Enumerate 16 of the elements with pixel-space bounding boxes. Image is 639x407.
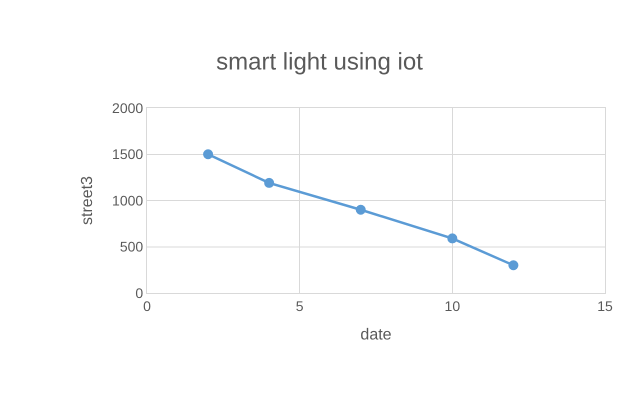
x-tick-label: 15	[597, 298, 613, 314]
y-tick-label: 500	[120, 238, 144, 255]
point	[203, 149, 214, 160]
y-tick-label: 2000	[112, 100, 144, 116]
x-axis-title: date	[360, 326, 392, 344]
y-tick-label: 1500	[112, 146, 144, 162]
point	[264, 178, 274, 188]
y-tick-label: 1000	[112, 192, 144, 208]
point	[356, 204, 366, 215]
chart-title: smart light using iot	[216, 48, 424, 76]
x-tick-label: 5	[296, 298, 304, 314]
y-axis-title: street3	[78, 176, 96, 225]
point	[447, 233, 458, 244]
point	[508, 260, 518, 270]
y-tick-label: 0	[135, 284, 144, 301]
x-tick-label: 10	[444, 298, 460, 314]
